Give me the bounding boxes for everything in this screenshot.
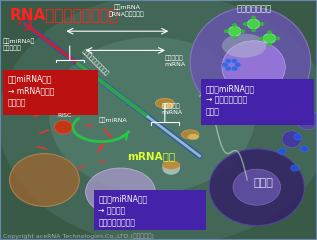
Circle shape — [278, 148, 286, 154]
Ellipse shape — [49, 37, 255, 193]
Ellipse shape — [204, 108, 220, 117]
Ellipse shape — [10, 154, 79, 206]
Circle shape — [224, 29, 229, 33]
Circle shape — [275, 36, 280, 40]
Text: 人工mRNA
（RNAスイッチ）: 人工mRNA （RNAスイッチ） — [109, 5, 145, 17]
Circle shape — [232, 23, 237, 27]
Text: mRNA分解: mRNA分解 — [127, 151, 175, 161]
Ellipse shape — [188, 134, 199, 140]
Circle shape — [243, 22, 248, 26]
Ellipse shape — [296, 110, 317, 130]
FancyBboxPatch shape — [94, 190, 206, 230]
Ellipse shape — [282, 131, 301, 148]
Circle shape — [251, 16, 256, 20]
FancyBboxPatch shape — [201, 79, 314, 125]
Circle shape — [235, 62, 241, 67]
Text: 目的のmiRNAなし
→ 蛍光タンパク質
を翻訳: 目的のmiRNAなし → 蛍光タンパク質 を翻訳 — [206, 84, 255, 117]
Ellipse shape — [233, 169, 281, 205]
Ellipse shape — [210, 113, 221, 118]
Circle shape — [231, 59, 238, 63]
Text: 目的以外の
miRNA: 目的以外の miRNA — [162, 103, 183, 115]
Ellipse shape — [190, 7, 311, 118]
Circle shape — [225, 59, 231, 63]
Circle shape — [291, 165, 299, 171]
Circle shape — [294, 134, 302, 140]
Circle shape — [284, 117, 293, 123]
Text: Copyright aceRNA Technologies,Co.,LTD.(禁無断転載): Copyright aceRNA Technologies,Co.,LTD.(禁… — [3, 233, 154, 239]
Circle shape — [251, 28, 256, 32]
Ellipse shape — [209, 149, 304, 226]
Ellipse shape — [222, 41, 285, 94]
Circle shape — [228, 26, 241, 36]
Circle shape — [225, 66, 231, 71]
Text: 目的miRNAあり
→ mRNA分解、
翻訳抑制: 目的miRNAあり → mRNA分解、 翻訳抑制 — [8, 74, 54, 107]
Circle shape — [240, 29, 245, 33]
Circle shape — [222, 62, 228, 67]
Ellipse shape — [222, 34, 266, 58]
Ellipse shape — [284, 83, 312, 109]
Circle shape — [55, 120, 72, 134]
Circle shape — [267, 43, 272, 47]
Text: RNAスイッチって何？: RNAスイッチって何？ — [10, 7, 119, 22]
Ellipse shape — [162, 161, 180, 169]
Text: 蛍光タンパク質遺伝子: 蛍光タンパク質遺伝子 — [81, 48, 109, 77]
Ellipse shape — [181, 130, 199, 139]
FancyBboxPatch shape — [3, 70, 98, 115]
Circle shape — [232, 36, 237, 39]
Circle shape — [259, 36, 264, 40]
Circle shape — [263, 34, 276, 43]
Ellipse shape — [86, 168, 155, 216]
Text: RISC: RISC — [57, 113, 71, 118]
Circle shape — [162, 161, 180, 175]
Ellipse shape — [155, 98, 174, 108]
Ellipse shape — [162, 102, 174, 109]
Circle shape — [247, 19, 260, 29]
Ellipse shape — [206, 89, 225, 103]
Circle shape — [300, 146, 308, 152]
Text: 細胞死: 細胞死 — [253, 178, 273, 188]
Text: 目的miRNA: 目的miRNA — [98, 118, 127, 123]
Text: 目的以外の
miRNA: 目的以外の miRNA — [165, 55, 186, 67]
Circle shape — [259, 22, 264, 26]
Text: 目的のmiRNAなし
→ 自殺誘導
タンパク質を翻訳: 目的のmiRNAなし → 自殺誘導 タンパク質を翻訳 — [98, 194, 147, 227]
Circle shape — [267, 30, 272, 34]
Text: 蛍光タンパク質: 蛍光タンパク質 — [236, 5, 271, 14]
Text: 目的miRNAの
相補的配列: 目的miRNAの 相補的配列 — [3, 38, 36, 51]
Circle shape — [231, 66, 238, 71]
